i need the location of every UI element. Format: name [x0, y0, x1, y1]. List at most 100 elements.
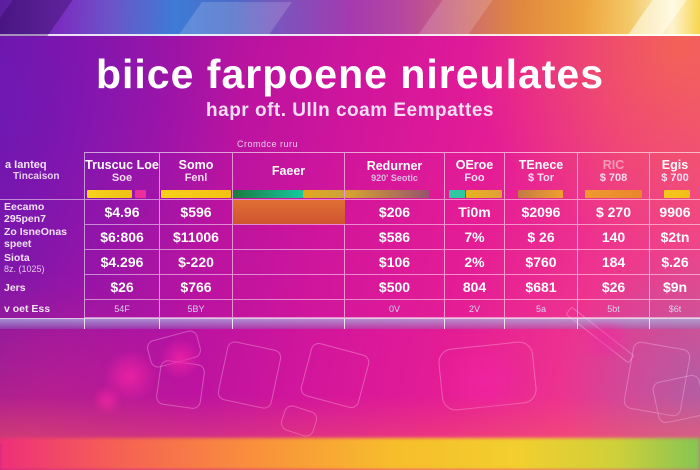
- cell-value: 2%: [464, 254, 485, 270]
- cell-value: $11006: [173, 229, 219, 245]
- cell-value: $681: [525, 279, 557, 295]
- column-header-line1: Redurner: [366, 158, 423, 173]
- table-cell: $26: [85, 275, 160, 300]
- decorative-streak: [178, 2, 292, 36]
- accent-bar-segment: [466, 190, 502, 198]
- faeer-data-bar: [233, 200, 345, 224]
- column-header-line2: $ Tor: [527, 171, 555, 184]
- table-cell: $9n: [650, 275, 700, 300]
- cell-value: 5a: [535, 303, 546, 314]
- cell-value: $766: [180, 279, 212, 295]
- cell-value: 0V: [388, 303, 400, 314]
- cell-value: $760: [525, 254, 557, 270]
- table-cell: 5a: [505, 300, 578, 318]
- accent-bar-cell: [578, 188, 650, 200]
- accent-bar-cell: [0, 188, 85, 200]
- column-header-line2: 920' Seotic: [371, 172, 418, 183]
- cell-value: $26: [601, 279, 626, 295]
- cell-value: Ti0m: [458, 204, 491, 220]
- table-cell: 7%: [445, 225, 505, 250]
- column-header: Faeer: [233, 152, 345, 188]
- table-cell: 140: [578, 225, 650, 250]
- column-header-line1: Somo: [178, 157, 214, 172]
- accent-bar-cell: [85, 188, 160, 200]
- table-cell: $6t: [650, 300, 700, 318]
- table-footer-strip-cell: [160, 318, 233, 329]
- column-header: OEroe Foo: [445, 152, 505, 188]
- table-cell: $11006: [160, 225, 233, 250]
- column-header: TEnece $ Tor: [505, 152, 578, 188]
- accent-bar-cell: [505, 188, 578, 200]
- column-header: Redurner 920' Seotic: [345, 152, 445, 188]
- cell-value: 5BY: [187, 303, 205, 314]
- accent-bar-segment: [233, 190, 303, 198]
- column-header: Truscuc Loe Soe: [85, 152, 160, 188]
- row-label-line1: Eecamo 295pen7: [4, 200, 47, 225]
- accent-bar-cell: [160, 188, 233, 200]
- accent-bar-segment: [448, 190, 466, 198]
- cell-value: $206: [378, 204, 411, 220]
- row-label: Siota 8z. (1025): [0, 250, 85, 275]
- column-header-line2: $ 708: [599, 171, 628, 184]
- accent-bar-cell: [233, 188, 345, 200]
- cell-value: 804: [462, 279, 487, 295]
- cell-value: $6:806: [100, 229, 144, 245]
- bottom-gradient-band: [0, 438, 700, 470]
- column-header: Somo Fenl: [160, 152, 233, 188]
- table-footer-strip-cell: [233, 318, 345, 329]
- table-cell: $4.96: [85, 200, 160, 225]
- table-footer-strip-cell: [85, 318, 160, 329]
- table-cell: $500: [345, 275, 445, 300]
- table-cell: 184: [578, 250, 650, 275]
- cell-value: 7%: [464, 229, 485, 245]
- column-header-line1: RIC: [602, 157, 625, 172]
- accent-bar-segment: [664, 190, 690, 198]
- column-header-line1: OEroe: [455, 157, 494, 172]
- table-cell: 54F: [85, 300, 160, 318]
- pricing-table: a Ianteq Tincaison Truscuc Loe Soe Somo Fenl F…: [0, 152, 700, 329]
- column-header-line2: Soe: [111, 171, 133, 184]
- cell-value: $26: [110, 279, 134, 295]
- cell-value: $2096: [521, 204, 561, 220]
- accent-bar-segment: [161, 190, 231, 198]
- column-header: a Ianteq Tincaison: [0, 152, 85, 188]
- accent-bar-cell: [345, 188, 445, 200]
- table-note: Cromdce ruru: [237, 139, 299, 149]
- accent-bar-cell: [445, 188, 505, 200]
- accent-bar-segment: [517, 190, 563, 198]
- table-cell: $106: [345, 250, 445, 275]
- table-cell: $596: [160, 200, 233, 225]
- cell-value: 184: [601, 254, 626, 270]
- table-cell: Ti0m: [445, 200, 505, 225]
- table-cell: [233, 225, 345, 250]
- column-header: Egis $ 700: [650, 152, 700, 188]
- table-footer-strip-cell: [505, 318, 578, 329]
- table-footer-strip-cell: [445, 318, 505, 329]
- column-header-line2: Tincaison: [13, 170, 60, 182]
- cell-value: $596: [180, 204, 212, 220]
- row-label: Zo IsneOnas speet: [0, 225, 85, 250]
- table-cell: $26: [578, 275, 650, 300]
- row-label: Eecamo 295pen7: [0, 200, 85, 225]
- accent-bar-segment: [302, 190, 344, 198]
- table-cell: 0V: [345, 300, 445, 318]
- table-footer-strip-cell: [345, 318, 445, 329]
- table-cell: $ 270: [578, 200, 650, 225]
- table-cell: 2%: [445, 250, 505, 275]
- decorative-blob: [92, 386, 122, 414]
- table-cell: 804: [445, 275, 505, 300]
- cell-value: $ 26: [527, 229, 555, 245]
- table-cell: $.26: [650, 250, 700, 275]
- column-header-line1: Egis: [661, 157, 689, 172]
- table-cell: $586: [345, 225, 445, 250]
- cell-value: $6t: [668, 303, 682, 314]
- row-label: Jers: [0, 275, 85, 300]
- cell-value: $.26: [661, 254, 689, 270]
- cell-value: $-220: [178, 254, 214, 270]
- cell-value: 54F: [114, 303, 130, 314]
- table-cell: $206: [345, 200, 445, 225]
- accent-bar-segment: [135, 190, 146, 198]
- cell-value: 140: [601, 229, 626, 245]
- table-cell: [233, 300, 345, 318]
